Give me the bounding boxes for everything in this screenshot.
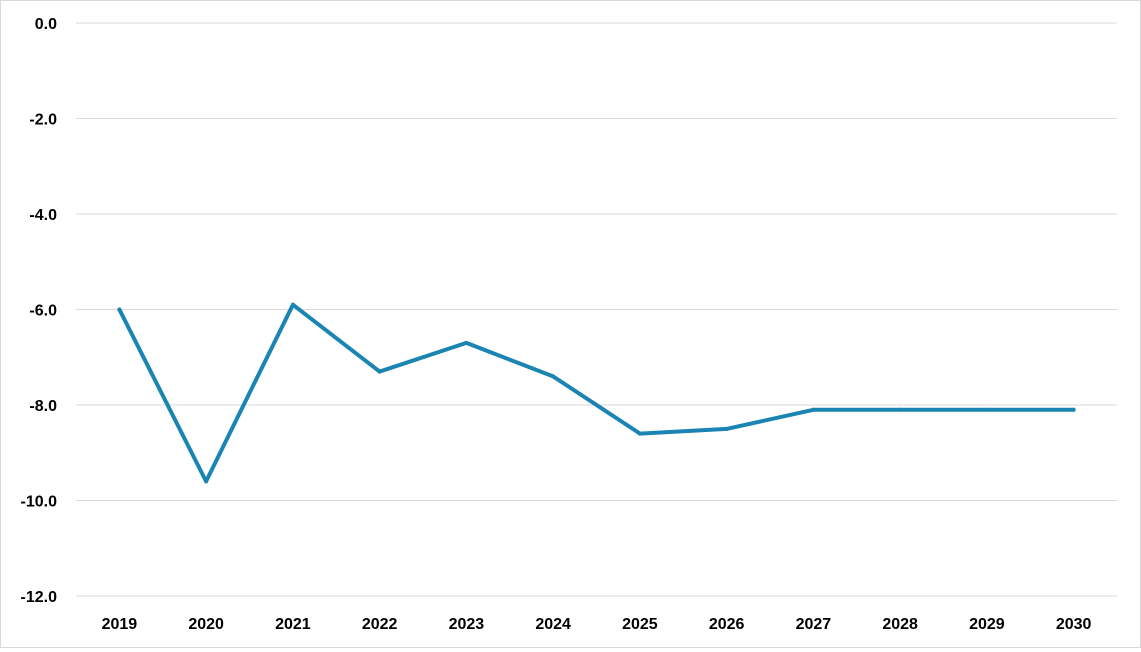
y-tick-label: -4.0 — [29, 207, 57, 224]
x-tick-label: 2019 — [102, 616, 138, 633]
x-tick-label: 2030 — [1056, 616, 1092, 633]
y-tick-label: -12.0 — [21, 589, 58, 606]
y-axis-tick-labels: 0.0 -2.0 -4.0 -6.0 -8.0 -10.0 -12.0 — [21, 16, 58, 606]
data-point — [551, 374, 556, 379]
data-point — [984, 407, 989, 412]
data-point — [204, 479, 209, 484]
x-tick-label: 2020 — [188, 616, 224, 633]
y-tick-label: -6.0 — [29, 303, 57, 320]
data-point — [117, 307, 122, 312]
x-tick-label: 2025 — [622, 616, 658, 633]
x-tick-label: 2021 — [275, 616, 311, 633]
x-tick-label: 2022 — [362, 616, 398, 633]
data-point — [898, 407, 903, 412]
data-point — [1071, 407, 1076, 412]
y-tick-label: 0.0 — [35, 16, 57, 33]
y-tick-label: -8.0 — [29, 398, 57, 415]
x-axis-tick-labels: 2019 2020 2021 2022 2023 2024 2025 2026 2027 2028… — [102, 616, 1092, 633]
data-point — [464, 340, 469, 345]
gridlines — [76, 22, 1117, 597]
x-tick-label: 2029 — [969, 616, 1005, 633]
x-tick-label: 2023 — [449, 616, 485, 633]
y-tick-label: -10.0 — [21, 494, 58, 511]
series-group — [117, 302, 1076, 484]
x-tick-label: 2028 — [882, 616, 918, 633]
data-point — [637, 431, 642, 436]
data-point — [377, 369, 382, 374]
data-point — [811, 407, 816, 412]
y-tick-label: -2.0 — [29, 112, 57, 129]
data-point — [724, 426, 729, 431]
x-tick-label: 2024 — [535, 616, 571, 633]
series-line — [117, 302, 1076, 484]
x-tick-label: 2026 — [709, 616, 745, 633]
data-point — [290, 302, 295, 307]
x-tick-label: 2027 — [796, 616, 832, 633]
